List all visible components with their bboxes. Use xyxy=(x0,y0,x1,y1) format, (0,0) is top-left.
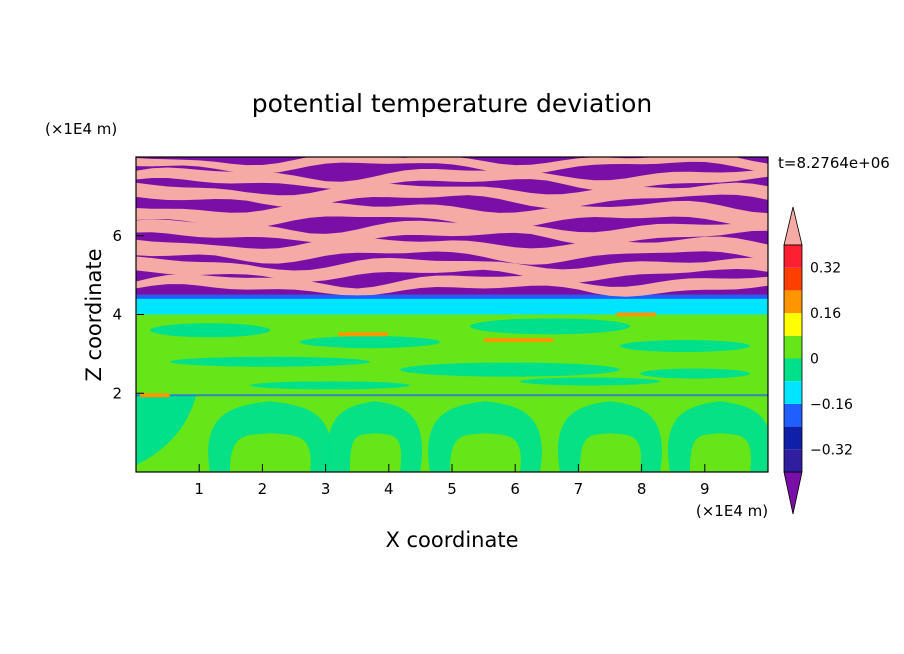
mid-patch-6 xyxy=(640,368,750,379)
transition-edge xyxy=(136,294,768,299)
swirl-4 xyxy=(558,401,662,472)
x-tick-label: 2 xyxy=(258,480,268,498)
band-transition xyxy=(136,294,768,315)
mid-patch-5 xyxy=(400,362,620,377)
x-axis: 1 2 3 4 5 6 7 8 9 xyxy=(194,464,710,498)
colorbar-swatch xyxy=(784,267,802,291)
x-tick-label: 1 xyxy=(194,480,204,498)
accent-line-2 xyxy=(616,312,657,317)
mid-patch-0 xyxy=(150,323,270,338)
level-line xyxy=(136,394,768,397)
colorbar-swatch xyxy=(784,381,802,404)
warm-streak-7 xyxy=(136,157,768,175)
colorbar-label: 0.32 xyxy=(810,261,841,277)
warm-streak-3 xyxy=(136,219,768,246)
x-axis-label: X coordinate xyxy=(385,528,518,552)
colorbar-swatch xyxy=(784,403,802,427)
y-unit-label: (×1E4 m) xyxy=(45,120,117,138)
swirl-2 xyxy=(327,401,423,472)
colorbar-swatch xyxy=(784,426,802,450)
x-tick-label: 7 xyxy=(574,480,584,498)
mid-patch-4 xyxy=(170,356,370,367)
mid-patch-1 xyxy=(300,336,440,349)
y-axis-label: Z coordinate xyxy=(82,248,106,381)
swirl-left xyxy=(136,395,196,466)
colorbar-label: 0.16 xyxy=(810,306,841,322)
swirl-3 xyxy=(428,401,542,472)
colorbar: 0.32 0.16 0 −0.16 −0.32 xyxy=(783,206,853,515)
colorbar-swatch xyxy=(784,358,802,382)
colorbar-swatch xyxy=(784,335,802,359)
warm-streak-1 xyxy=(136,256,768,283)
swirl-5 xyxy=(668,401,768,472)
x-unit-label: (×1E4 m) xyxy=(696,502,768,520)
y-axis: 2 4 6 xyxy=(112,227,144,402)
contour-field xyxy=(136,157,768,472)
swirl-1 xyxy=(208,401,332,472)
colorbar-label: −0.16 xyxy=(810,397,853,413)
colorbar-frame xyxy=(783,244,803,473)
colorbar-extend-high xyxy=(783,206,803,246)
x-tick-label: 9 xyxy=(700,480,710,498)
x-tick-label: 3 xyxy=(321,480,331,498)
colorbar-swatch xyxy=(784,290,802,314)
time-label: t=8.2764e+06 xyxy=(778,154,890,172)
colorbar-swatch xyxy=(784,245,802,268)
mid-patch-7 xyxy=(250,381,410,390)
colorbar-swatch xyxy=(784,313,802,336)
accent-line-0 xyxy=(483,338,554,343)
colorbar-swatch xyxy=(784,449,802,472)
x-tick-label: 8 xyxy=(637,480,647,498)
accent-line-3 xyxy=(140,393,170,398)
accent-line-1 xyxy=(338,332,389,337)
y-tick-label: 4 xyxy=(112,306,122,324)
x-tick-label: 5 xyxy=(447,480,457,498)
mid-patch-8 xyxy=(520,377,660,386)
chart-title: potential temperature deviation xyxy=(252,89,652,118)
mid-patch-3 xyxy=(620,340,750,352)
x-tick-label: 6 xyxy=(510,480,520,498)
y-tick-label: 2 xyxy=(112,384,122,402)
colorbar-label: −0.32 xyxy=(810,442,853,458)
x-tick-label: 4 xyxy=(384,480,394,498)
warm-streak-4 xyxy=(136,200,768,230)
warm-streak-6 xyxy=(136,167,768,191)
colorbar-extend-low xyxy=(783,471,803,515)
mid-patch-2 xyxy=(470,318,630,335)
colorbar-label: 0 xyxy=(810,352,819,368)
y-tick-label: 6 xyxy=(112,227,122,245)
